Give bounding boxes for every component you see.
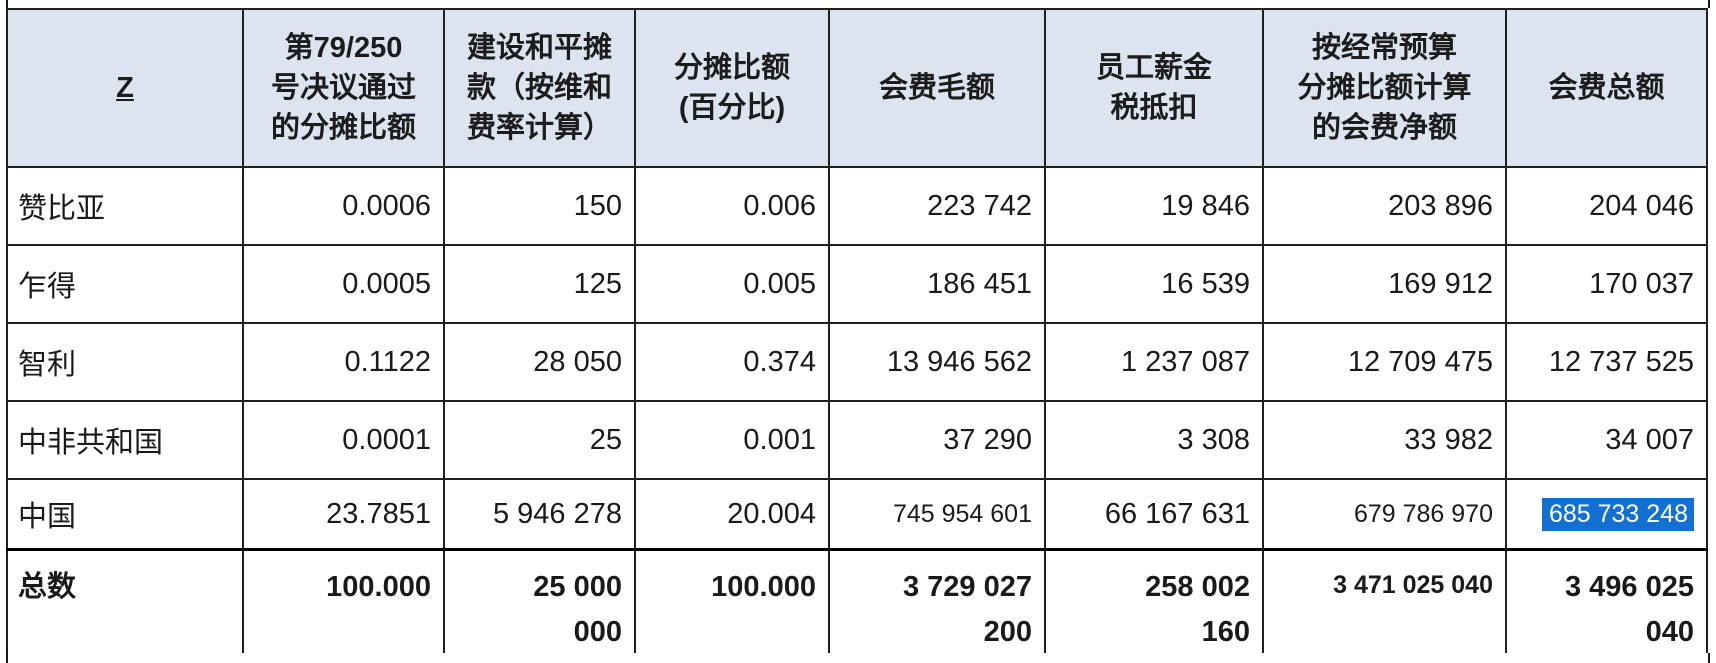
cell-value: 5 946 278: [443, 478, 636, 551]
row-label: 乍得: [6, 244, 244, 324]
table-row-zambia: 赞比亚 0.0006 150 0.006 223 742 19 846 203 …: [6, 166, 1708, 246]
cell-value: 150: [443, 166, 636, 246]
cell-value: 258 002 160: [1044, 548, 1264, 663]
cell-value: 28 050: [443, 322, 636, 402]
header-net-contribution: 按经常预算 分摊比额计算 的会费净额: [1262, 8, 1507, 168]
cell-value: 66 167 631: [1044, 478, 1264, 551]
row-label: 中非共和国: [6, 400, 244, 480]
cell-value: 3 471 025 040: [1262, 548, 1507, 663]
cell-value: 0.374: [634, 322, 830, 402]
selected-text-highlight[interactable]: 685 733 248: [1541, 497, 1694, 531]
header-total-contribution: 会费总额: [1505, 8, 1708, 168]
cell-value: 13 946 562: [828, 322, 1046, 402]
next-row-fragment: [6, 653, 1710, 663]
cell-value: 0.0006: [242, 166, 445, 246]
header-row: Z 第79/250 号决议通过 的分摊比额 建设和平摊 款（按维和 费率计算） …: [6, 8, 1708, 168]
header-staff-assessment-credit: 员工薪金 税抵扣: [1044, 8, 1264, 168]
cell-value: 34 007: [1505, 400, 1708, 480]
cell-value: 745 954 601: [828, 478, 1046, 551]
previous-row-fragment: [6, 0, 1710, 8]
cell-value: 170 037: [1505, 244, 1708, 324]
cell-value: 0.005: [634, 244, 830, 324]
cell-value: 0.1122: [242, 322, 445, 402]
cell-value: 12 709 475: [1262, 322, 1507, 402]
cell-value: 3 729 027 200: [828, 548, 1046, 663]
cell-value: 685 733 248: [1505, 478, 1708, 551]
header-gross-contribution: 会费毛额: [828, 8, 1046, 168]
cell-value: 25: [443, 400, 636, 480]
cell-value: 0.0005: [242, 244, 445, 324]
table-row-chile: 智利 0.1122 28 050 0.374 13 946 562 1 237 …: [6, 322, 1708, 402]
cell-value: 679 786 970: [1262, 478, 1507, 551]
assessment-table: Z 第79/250 号决议通过 的分摊比额 建设和平摊 款（按维和 费率计算） …: [6, 8, 1708, 663]
cell-value: 12 737 525: [1505, 322, 1708, 402]
table-header: Z 第79/250 号决议通过 的分摊比额 建设和平摊 款（按维和 费率计算） …: [6, 8, 1708, 168]
header-scale-percentage: 分摊比额 (百分比): [634, 8, 830, 168]
header-peacebuilding-levy: 建设和平摊 款（按维和 费率计算）: [443, 8, 636, 168]
cell-value: 100.000: [242, 548, 445, 663]
cell-value: 169 912: [1262, 244, 1507, 324]
table-row-china: 中国 23.7851 5 946 278 20.004 745 954 601 …: [6, 478, 1708, 551]
cell-value: 186 451: [828, 244, 1046, 324]
cell-value: 203 896: [1262, 166, 1507, 246]
cell-value: 0.0001: [242, 400, 445, 480]
header-letter-z: Z: [6, 8, 244, 168]
cell-value: 19 846: [1044, 166, 1264, 246]
cell-value: 37 290: [828, 400, 1046, 480]
table-row-central-african-republic: 中非共和国 0.0001 25 0.001 37 290 3 308 33 98…: [6, 400, 1708, 480]
row-label: 赞比亚: [6, 166, 244, 246]
cell-value: 0.006: [634, 166, 830, 246]
cell-value: 33 982: [1262, 400, 1507, 480]
cell-value: 25 000 000: [443, 548, 636, 663]
row-label: 总数: [6, 548, 244, 663]
cell-value: 16 539: [1044, 244, 1264, 324]
cell-value: 3 496 025 040: [1505, 548, 1708, 663]
row-label: 智利: [6, 322, 244, 402]
table-row-chad: 乍得 0.0005 125 0.005 186 451 16 539 169 9…: [6, 244, 1708, 324]
cell-value: 125: [443, 244, 636, 324]
row-label: 中国: [6, 478, 244, 551]
table-row-total: 总数 100.000 25 000 000 100.000 3 729 027 …: [6, 548, 1708, 663]
cell-value: 100.000: [634, 548, 830, 663]
cell-value: 23.7851: [242, 478, 445, 551]
cell-value: 204 046: [1505, 166, 1708, 246]
cell-value: 0.001: [634, 400, 830, 480]
cell-value: 223 742: [828, 166, 1046, 246]
header-resolution-scale: 第79/250 号决议通过 的分摊比额: [242, 8, 445, 168]
cell-value: 1 237 087: [1044, 322, 1264, 402]
cell-value: 3 308: [1044, 400, 1264, 480]
cell-value: 20.004: [634, 478, 830, 551]
